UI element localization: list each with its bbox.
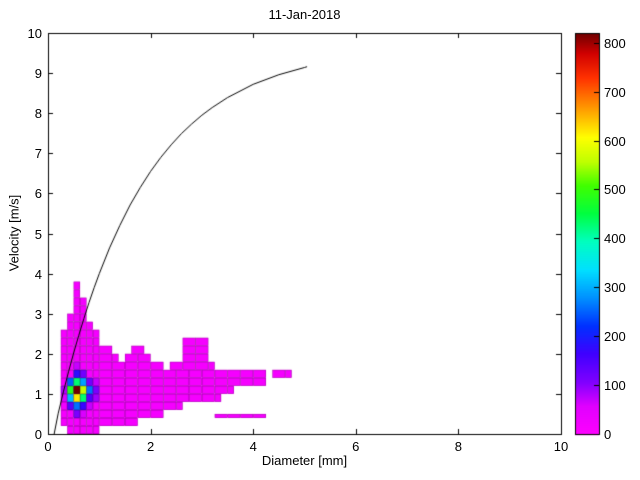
y-tick-label: 9 [34,66,42,82]
colorbar-tick-label: 600 [604,133,626,149]
colorbar-tick-label: 400 [604,231,626,247]
x-tick-label: 8 [454,439,462,454]
y-tick-label: 0 [34,427,42,442]
chart-title: 11-Jan-2018 [268,7,341,22]
y-tick-label: 6 [34,186,42,202]
colorbar-tick-label: 800 [604,35,626,51]
x-axis-label: Diameter [mm] [261,453,348,468]
x-tick-label: 4 [249,439,257,454]
x-tick-label: 10 [553,439,569,454]
y-tick-label: 2 [34,346,42,362]
y-tick-label: 1 [34,386,42,402]
colorbar-tick-label: 0 [604,427,612,442]
colorbar-tick-label: 100 [604,378,626,394]
y-tick-label: 8 [34,106,42,122]
y-tick-label: 5 [34,226,42,242]
x-tick-label: 6 [352,439,360,454]
colorbar-tick-label: 500 [604,182,626,198]
x-tick-label: 2 [146,439,155,454]
y-tick-label: 3 [34,306,42,322]
colorbar-tick-label: 300 [604,280,626,296]
y-tick-label: 4 [34,266,42,282]
colorbar-tick-label: 700 [604,84,626,100]
y-tick-label: 10 [27,26,42,41]
x-tick-label: 0 [44,439,52,454]
colorbar-tick-label: 200 [604,329,626,345]
y-tick-label: 7 [34,146,42,162]
